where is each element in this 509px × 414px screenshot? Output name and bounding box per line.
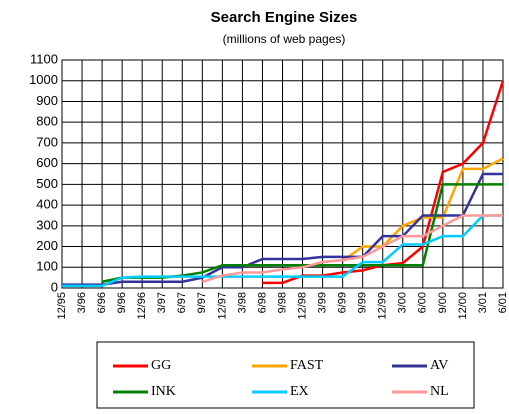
chart-title: Search Engine Sizes (211, 9, 358, 26)
x-tick-label: 9/98 (276, 292, 288, 313)
x-tick-label: 6/01 (497, 292, 509, 313)
x-tick-label: 9/00 (437, 292, 449, 313)
legend-label: INK (151, 384, 176, 399)
chart-subtitle: (millions of web pages) (223, 32, 346, 46)
series-line (201, 214, 503, 283)
legend-label: NL (430, 384, 449, 399)
series-line (62, 172, 503, 286)
x-tick-label: 6/96 (96, 292, 108, 313)
series-line (341, 157, 504, 263)
y-tick-label: 300 (36, 217, 58, 232)
x-tick-label: 9/96 (116, 292, 128, 313)
legend-label: AV (430, 358, 448, 373)
legend-box (96, 341, 475, 409)
y-tick-label: 800 (36, 114, 58, 129)
x-tick-label: 3/01 (477, 292, 489, 313)
x-tick-label: 3/99 (316, 292, 328, 313)
x-tick-label: 3/98 (236, 292, 248, 313)
x-tick-label: 3/96 (76, 292, 88, 313)
y-tick-label: 0 (51, 279, 58, 294)
y-tick-label: 200 (36, 238, 58, 253)
x-tick-label: 6/97 (176, 292, 188, 313)
y-tick-label: 1100 (30, 51, 58, 66)
x-tick-label: 9/99 (357, 292, 369, 313)
legend-label: EX (290, 384, 309, 399)
x-tick-label: 6/98 (256, 292, 268, 313)
x-tick-label: 12/00 (457, 292, 469, 320)
legend-label: GG (151, 358, 171, 373)
y-tick-label: 600 (36, 155, 58, 170)
y-tick-label: 500 (36, 176, 58, 191)
y-tick-label: 900 (36, 93, 58, 108)
y-tick-label: 700 (36, 134, 58, 149)
x-tick-label: 12/97 (216, 292, 228, 320)
x-tick-label: 3/97 (156, 292, 168, 313)
x-tick-label: 9/97 (196, 292, 208, 313)
y-tick-label: 100 (36, 259, 58, 274)
legend-label: FAST (290, 358, 324, 373)
x-tick-label: 12/99 (377, 292, 389, 320)
x-tick-label: 6/00 (417, 292, 429, 313)
y-tick-label: 1000 (29, 72, 58, 87)
series-line (62, 214, 503, 288)
x-tick-label: 12/95 (56, 292, 68, 320)
y-tick-label: 400 (36, 197, 58, 212)
x-tick-label: 6/99 (337, 292, 349, 313)
x-tick-label: 12/98 (296, 292, 308, 320)
x-tick-label: 3/00 (397, 292, 409, 313)
x-tick-label: 12/96 (136, 292, 148, 320)
